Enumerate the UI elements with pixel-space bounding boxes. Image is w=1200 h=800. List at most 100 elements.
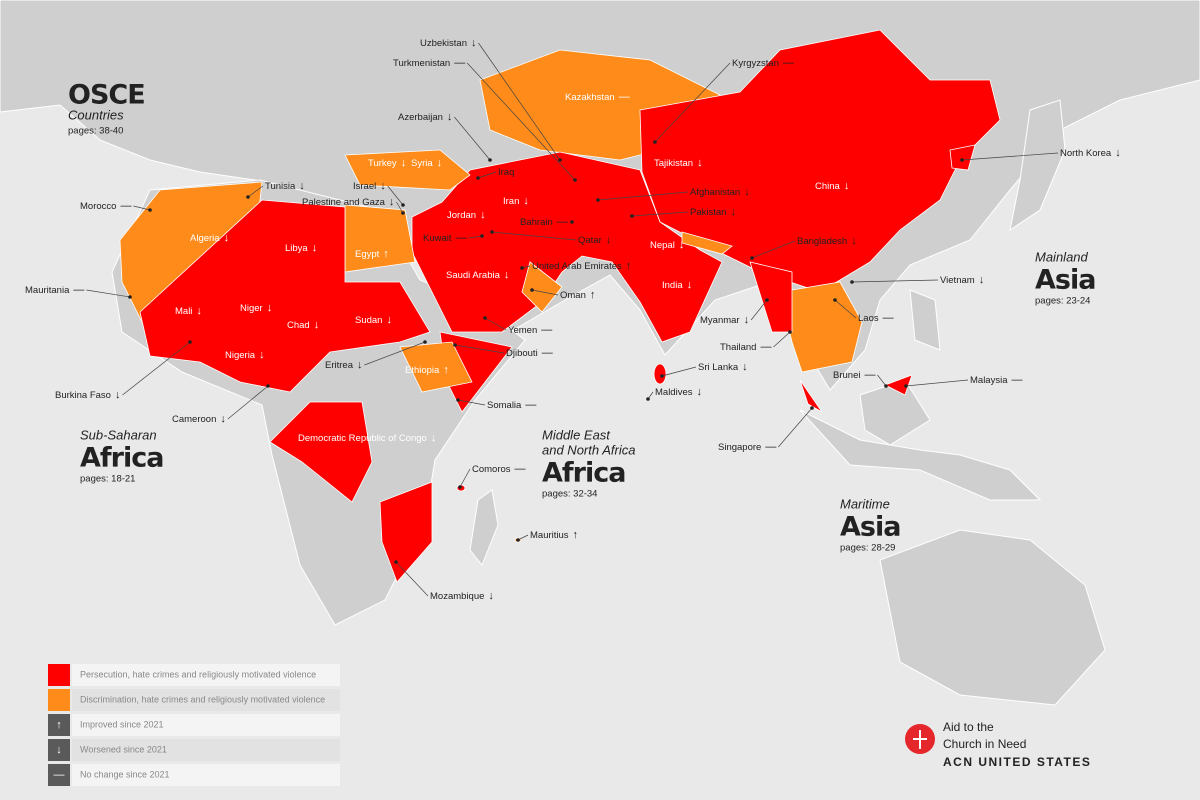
leader-dot: [904, 384, 908, 388]
country-label: Azerbaijan ↓: [398, 111, 452, 123]
trend-symbol: —: [883, 312, 894, 324]
country-label: Egypt ↑: [355, 248, 389, 260]
leader-line: [477, 171, 497, 179]
country-label: Turkey ↓: [368, 157, 406, 169]
country-label: Singapore —: [718, 441, 776, 453]
country-label: Morocco —: [80, 200, 131, 212]
country-name: Maldives: [655, 387, 693, 398]
region-title: Africa: [542, 458, 625, 489]
logo-cross: [913, 730, 927, 749]
trend-symbol: —: [557, 216, 568, 228]
country-name: Saudi Arabia: [446, 270, 501, 281]
country-label: Algeria ↓: [190, 232, 229, 244]
country-label: Iran ↓: [503, 195, 529, 207]
country-label: India ↓: [662, 279, 692, 291]
leader-line: [751, 240, 796, 259]
trend-symbol: —: [1012, 374, 1023, 386]
country-label: Libya ↓: [285, 242, 317, 254]
leader-dot: [530, 288, 534, 292]
country-name: Brunei: [833, 370, 860, 381]
leader-line: [531, 289, 559, 296]
oman: [521, 261, 563, 313]
turkey: [344, 149, 471, 191]
leader-line: [877, 374, 887, 387]
leader-dot: [653, 140, 657, 144]
region-pages: pages: 18-21: [80, 474, 135, 485]
leader-line: [387, 185, 404, 206]
leader-line: [459, 468, 471, 488]
country-label: Mozambique ↓: [430, 590, 494, 602]
country-name: Pakistan: [690, 207, 726, 218]
legend-symbol: —: [54, 769, 65, 781]
country-name: Nepal: [650, 240, 675, 251]
country-name: Egypt: [355, 249, 380, 260]
leader-dot: [750, 256, 754, 260]
country-label: Tajikistan ↓: [654, 157, 703, 169]
trend-symbol: ↓: [401, 157, 407, 169]
nepal: [681, 231, 733, 255]
country-name: Turkey: [368, 158, 397, 169]
trend-symbol: ↑: [626, 260, 632, 272]
leader-line: [454, 344, 505, 354]
trend-symbol: ↓: [523, 195, 529, 207]
country-label: Sri Lanka ↓: [698, 361, 748, 373]
trend-symbol: ↑: [590, 289, 596, 301]
trend-symbol: ↓: [389, 196, 395, 208]
country-label: Israel ↓: [353, 180, 386, 192]
country-name: North Korea: [1060, 148, 1112, 159]
country-label: Cameroon ↓: [172, 413, 226, 425]
country-name: Vietnam: [940, 275, 975, 286]
leader-dot: [850, 280, 854, 284]
leader-dot: [765, 298, 769, 302]
country-label: Turkmenistan —: [393, 57, 465, 69]
trend-symbol: —: [765, 441, 776, 453]
country-name: Mauritius: [530, 530, 569, 541]
region-title: Africa: [80, 443, 163, 474]
country-label: Kazakhstan —: [565, 91, 630, 103]
country-label: Sudan ↓: [355, 314, 392, 326]
country-label: Nigeria ↓: [225, 349, 265, 361]
trend-symbol: ↓: [687, 279, 693, 291]
leader-line: [466, 62, 576, 181]
country-name: Qatar: [578, 235, 602, 246]
country-name: Tajikistan: [654, 158, 693, 169]
leader-line: [654, 62, 731, 143]
country-name: Comoros: [472, 464, 511, 475]
country-name: Morocco: [80, 201, 116, 212]
leader-dot: [423, 340, 427, 344]
leader-line: [905, 379, 969, 387]
leader-dot: [516, 538, 520, 542]
region-subtitle: Countries: [68, 107, 124, 122]
country-label: Syria ↓: [411, 157, 442, 169]
leader-line: [491, 231, 577, 241]
country-name: Iran: [503, 196, 519, 207]
trend-symbol: ↑: [573, 529, 579, 541]
country-label: Niger ↓: [240, 302, 272, 314]
country-label: Comoros —: [472, 463, 526, 475]
trend-symbol: ↓: [1115, 147, 1121, 159]
country-name: Djibouti: [506, 348, 538, 359]
region-pages: pages: 28-29: [840, 543, 895, 554]
legend-bar: [72, 764, 340, 786]
leader-line: [395, 561, 429, 597]
country-name: Uzbekistan: [420, 38, 467, 49]
country-label: Maldives ↓: [655, 386, 702, 398]
country-label: Palestine and Gaza ↓: [302, 196, 394, 208]
country-label: Mali ↓: [175, 305, 202, 317]
country-name: Iraq: [498, 167, 514, 178]
legend-bar: [72, 664, 340, 686]
middle-south-asia: [411, 151, 723, 343]
leader-line: [750, 299, 768, 321]
country-label: Mauritania —: [25, 284, 84, 296]
trend-symbol: ↓: [742, 361, 748, 373]
trend-symbol: ↓: [730, 206, 736, 218]
leader-dot: [488, 158, 492, 162]
legend-swatch: [48, 689, 70, 711]
country-name: Turkmenistan: [393, 58, 450, 69]
leader-dot: [458, 485, 462, 489]
trend-symbol: ↓: [437, 157, 443, 169]
southeast-asia: [779, 281, 863, 373]
leader-line: [457, 399, 486, 406]
trend-symbol: ↓: [480, 209, 486, 221]
country-name: Sri Lanka: [698, 362, 739, 373]
